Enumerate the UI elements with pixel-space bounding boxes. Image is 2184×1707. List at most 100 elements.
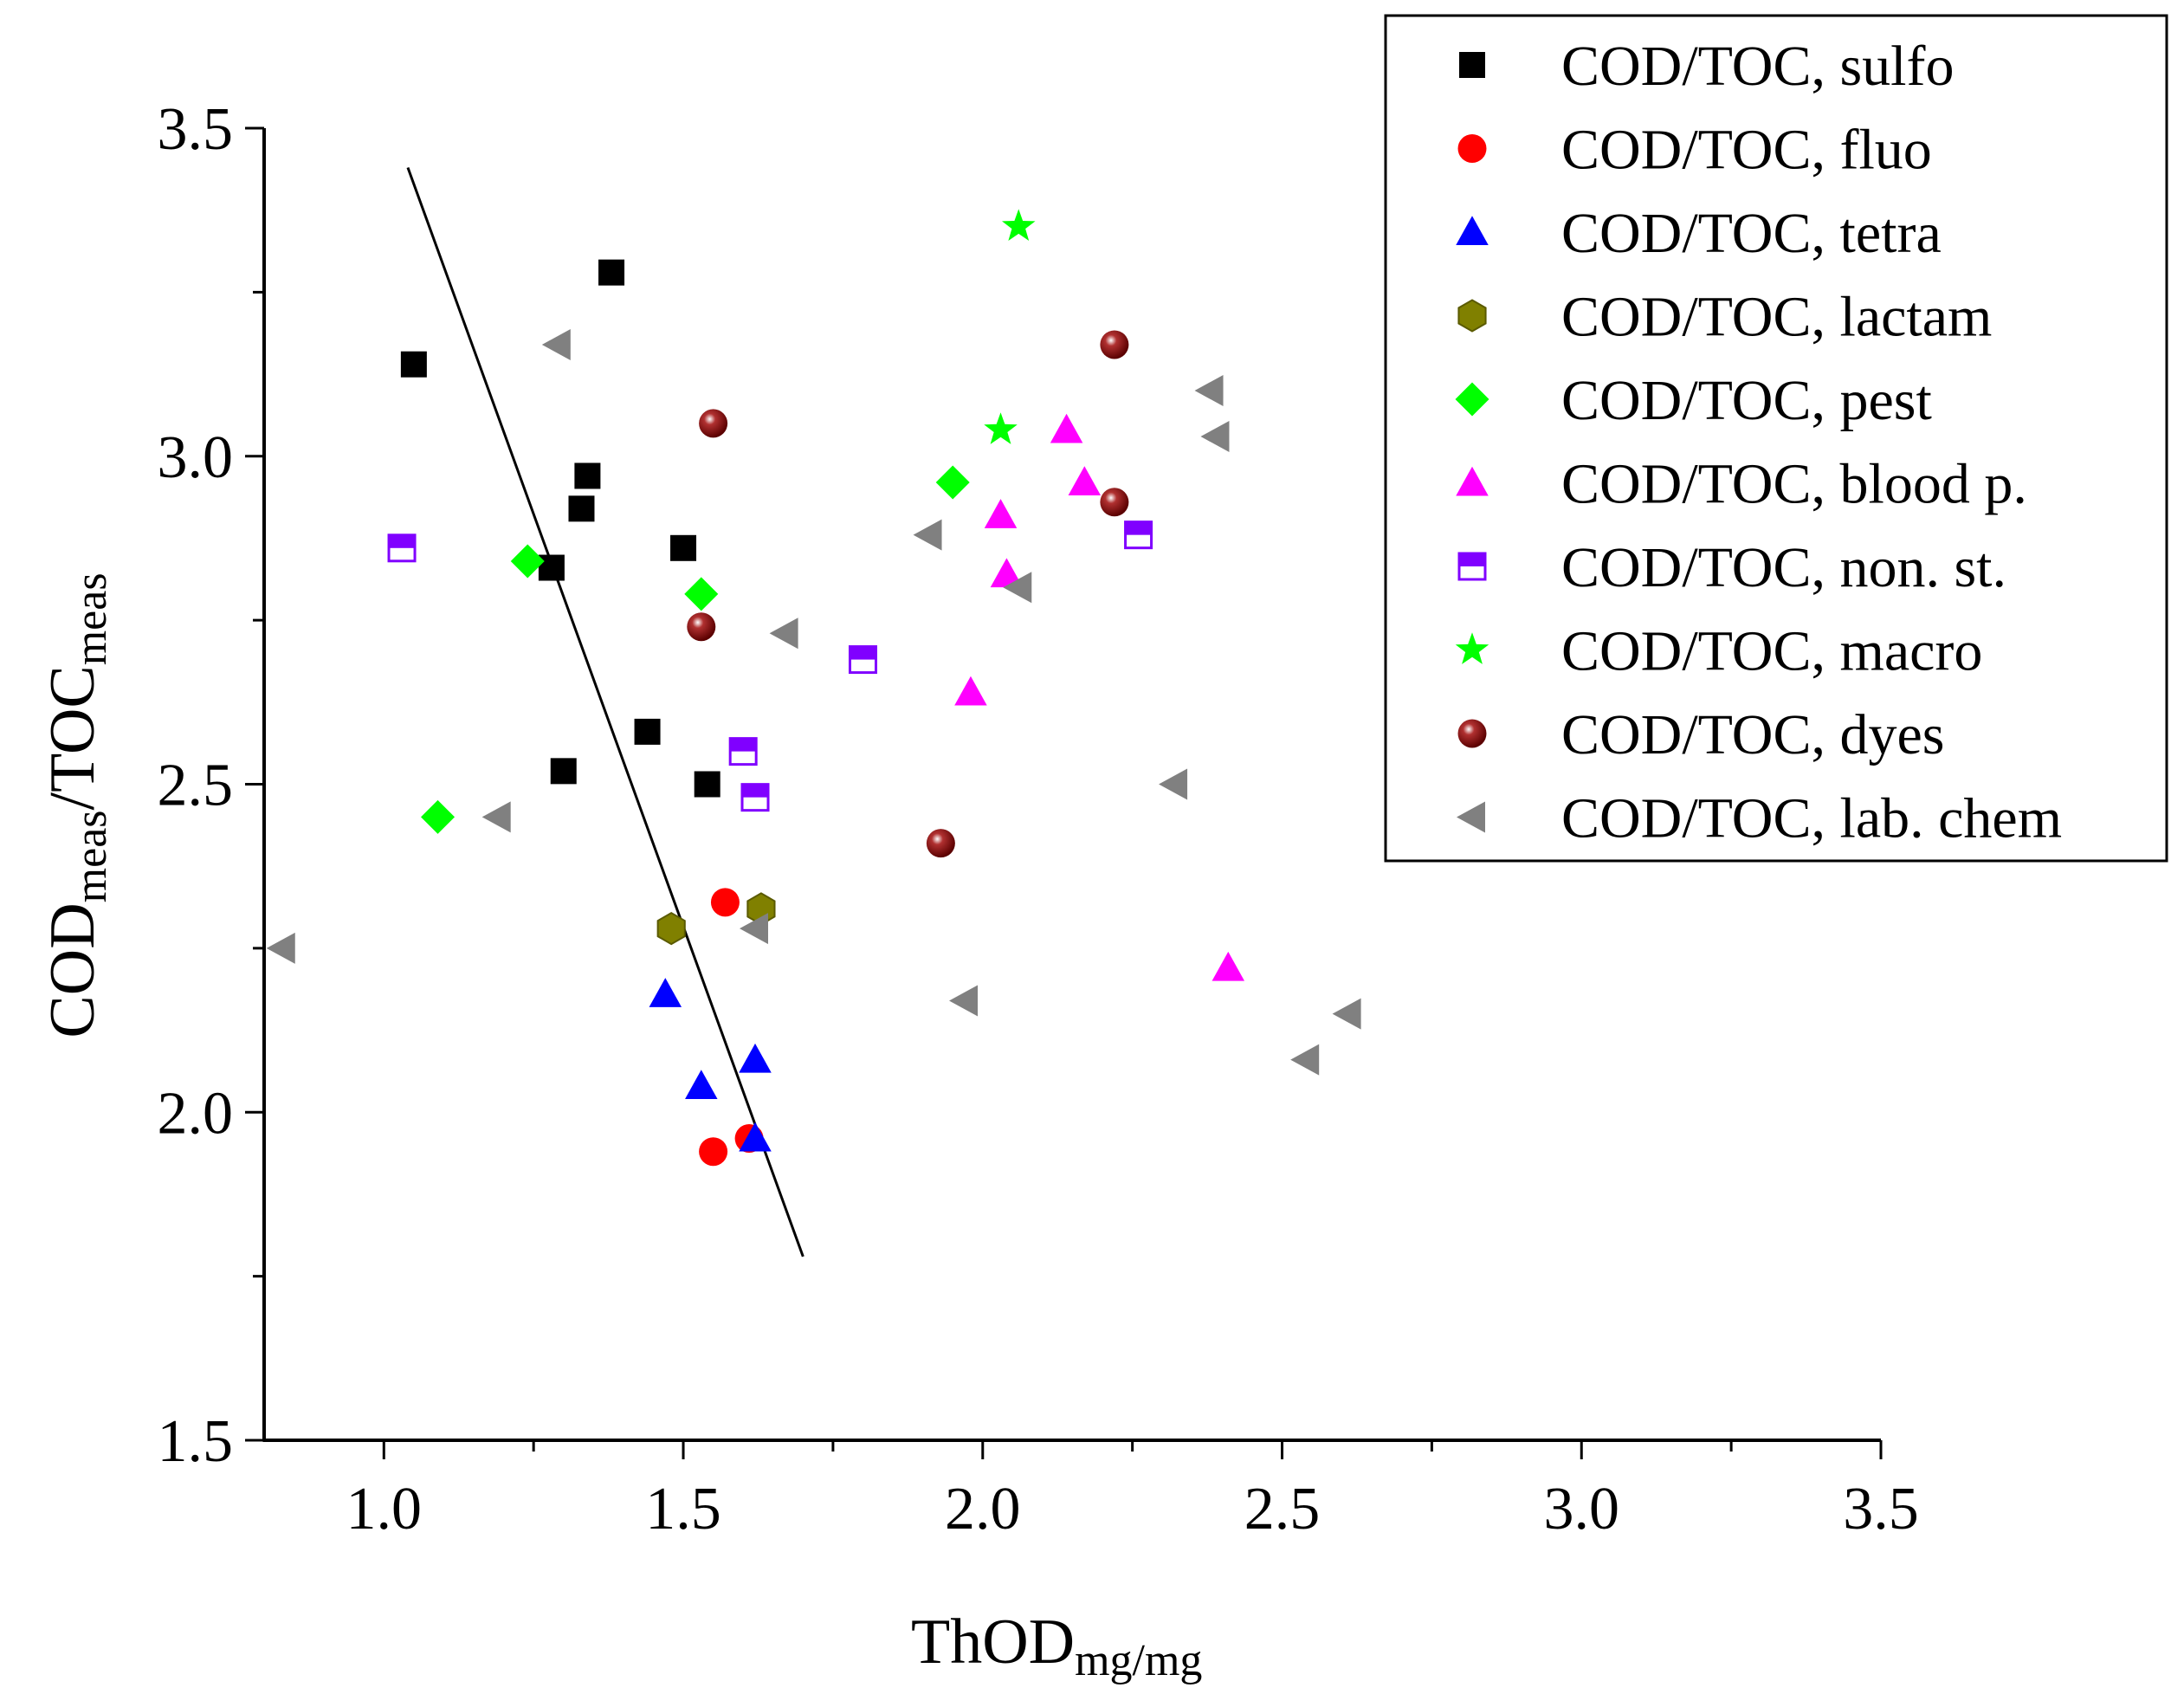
legend-item: COD/TOC, pest (1455, 369, 1932, 432)
data-point (1200, 421, 1230, 453)
triangle-shape (1050, 413, 1083, 443)
triangle-left-shape (266, 932, 295, 964)
data-point (634, 718, 661, 745)
legend-marker (1455, 632, 1489, 664)
star-shape (1455, 632, 1489, 664)
data-point (1003, 572, 1032, 604)
sphere-shape (687, 612, 716, 642)
square-shape (400, 351, 427, 378)
series-8 (687, 330, 1129, 858)
legend-label: COD/TOC, pest (1561, 369, 1932, 432)
triangle-left-shape (541, 328, 571, 360)
square-shape (574, 462, 601, 489)
data-point (728, 737, 758, 766)
sphere-shape (1457, 719, 1487, 748)
star-shape (1002, 209, 1036, 242)
x-tick-label: 3.0 (1544, 1476, 1620, 1542)
x-tick-label: 1.0 (346, 1476, 423, 1542)
triangle-left-shape (1159, 768, 1188, 800)
series-0 (400, 259, 720, 798)
sphere-shape (1100, 330, 1129, 359)
half-square-fill (730, 738, 757, 752)
data-point (1050, 413, 1083, 443)
legend-marker (1457, 801, 1485, 833)
data-point (266, 932, 295, 964)
square-shape (568, 495, 595, 522)
triangle-shape (990, 558, 1024, 588)
y-tick-label: 3.0 (158, 424, 234, 491)
hexagon-shape (656, 911, 686, 946)
diamond-shape (684, 577, 719, 611)
data-point (1100, 330, 1129, 359)
square-shape (670, 534, 697, 561)
y-axis-title-sub1: meas (67, 810, 116, 902)
data-point (538, 554, 565, 581)
data-point (649, 978, 682, 1007)
triangle-left-shape (1194, 375, 1224, 406)
x-axis-title-sub: mg/mg (1075, 1636, 1202, 1685)
triangle-left-shape (740, 913, 769, 945)
x-tick-label: 2.0 (945, 1476, 1021, 1542)
half-square-fill (1459, 553, 1485, 566)
triangle-left-shape (913, 519, 942, 551)
legend-label: COD/TOC, tetra (1561, 202, 1942, 265)
data-point (1100, 488, 1129, 517)
legend-marker (1459, 52, 1485, 78)
x-axis-title: ThODmg/mg (911, 1607, 1202, 1685)
half-square-fill (389, 534, 416, 548)
triangle-shape (1456, 466, 1489, 496)
data-point (568, 495, 595, 522)
legend-marker (1455, 382, 1489, 417)
legend-item: COD/TOC, lab. chem (1457, 787, 2062, 850)
data-point (510, 544, 545, 579)
data-point (699, 409, 728, 438)
data-point (550, 758, 577, 785)
legend-label: COD/TOC, macro (1561, 620, 1982, 683)
data-point (739, 1122, 772, 1152)
square-shape (634, 718, 661, 745)
x-tick-label: 1.5 (645, 1476, 721, 1542)
legend-label: COD/TOC, lactam (1561, 286, 1992, 349)
circle-shape (699, 1137, 728, 1167)
triangle-left-shape (769, 617, 798, 650)
data-point (481, 801, 511, 833)
x-axis-title-main: ThOD (911, 1607, 1075, 1678)
diamond-shape (1455, 382, 1489, 417)
legend-item: COD/TOC, lactam (1457, 286, 1992, 349)
data-point (984, 412, 1018, 444)
legend: COD/TOC, sulfo COD/TOC, fluo COD/TOC, tetr… (1384, 14, 2168, 863)
data-point (1212, 951, 1245, 981)
square-shape (1459, 52, 1485, 78)
y-axis-title-toc: /TOC (37, 665, 108, 810)
data-point (739, 1043, 772, 1073)
legend-marker (1456, 466, 1489, 496)
triangle-shape (685, 1070, 718, 1099)
data-point (574, 462, 601, 489)
legend-label: COD/TOC, lab. chem (1561, 787, 2062, 850)
data-point (949, 985, 979, 1017)
triangle-left-shape (481, 801, 511, 833)
y-tick-label: 2.5 (158, 753, 234, 819)
legend-item: COD/TOC, fluo (1457, 119, 1932, 182)
data-point (1002, 209, 1036, 242)
circle-shape (1457, 134, 1487, 163)
square-shape (538, 554, 565, 581)
data-point (684, 577, 719, 611)
diamond-shape (510, 544, 545, 579)
data-point (687, 612, 716, 642)
data-point (913, 519, 942, 551)
triangle-left-shape (949, 985, 979, 1017)
triangle-shape (1068, 466, 1102, 496)
series-4 (421, 465, 970, 834)
triangle-left-shape (1457, 801, 1485, 833)
legend-marker (1456, 216, 1489, 245)
x-tick-label: 3.5 (1843, 1476, 1919, 1542)
fit-line (406, 166, 804, 1258)
series-9 (266, 328, 1361, 1076)
diamond-shape (935, 465, 970, 500)
legend-item: COD/TOC, non. st. (1457, 536, 2006, 599)
x-tick-label: 2.5 (1244, 1476, 1321, 1542)
axes: 1.0 1.5 2.0 2.5 3.0 3.5 1.5 2.0 2.5 3.0 3.5 (158, 96, 1919, 1542)
y-axis-title: CODmeas/TOCmeas (37, 572, 116, 1038)
data-point (685, 1070, 718, 1099)
